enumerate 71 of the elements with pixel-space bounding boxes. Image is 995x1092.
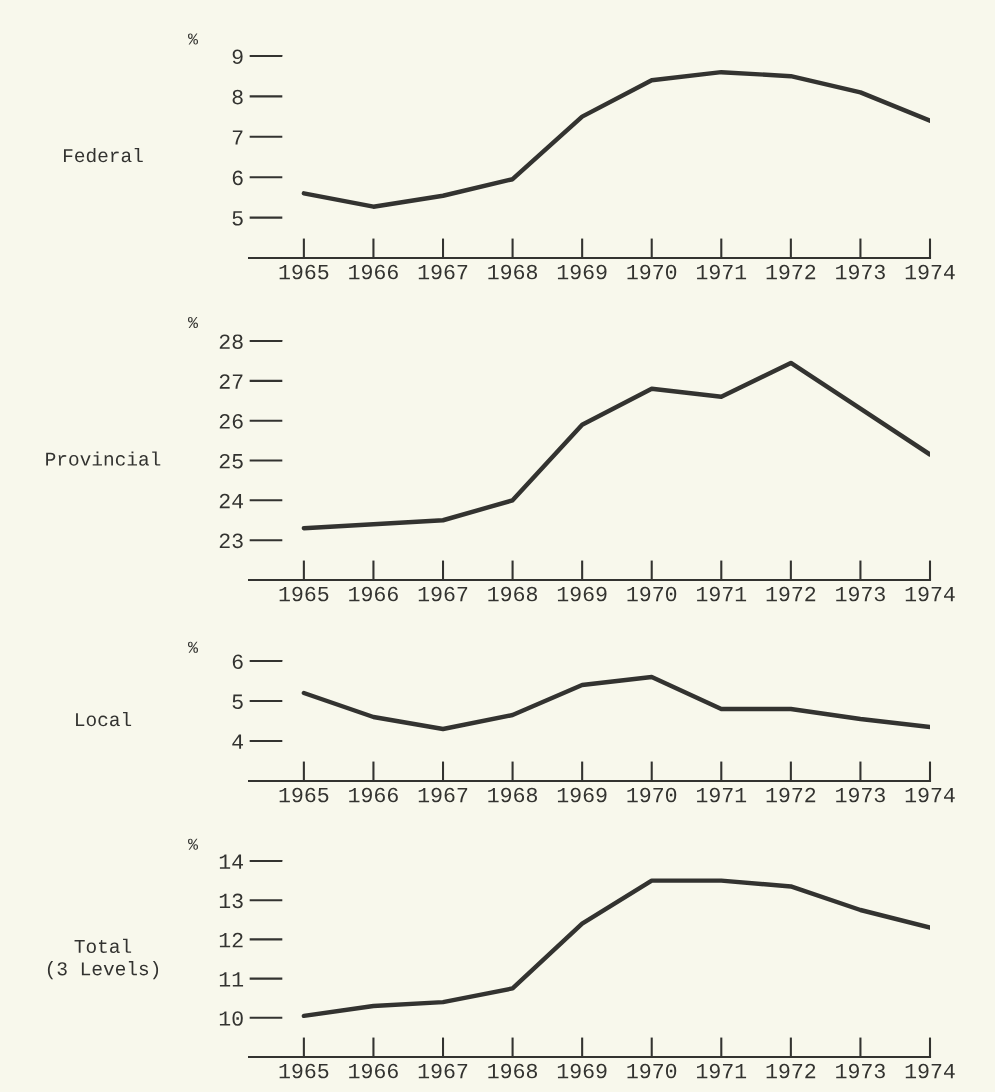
x-tick-label: 1968 <box>488 787 537 803</box>
y-tick-label: 11 <box>219 972 244 987</box>
x-tick-label: 1972 <box>766 586 816 602</box>
line-series <box>301 360 930 531</box>
x-tick-label: 1971 <box>697 586 747 602</box>
x-tick-label: 1967 <box>418 586 468 602</box>
line-series <box>301 674 930 732</box>
x-tick-label: 1968 <box>488 586 537 602</box>
y-axis-title: % <box>188 316 199 329</box>
y-tick-label: 8 <box>232 89 243 105</box>
x-tick-label: 1965 <box>279 264 329 280</box>
x-tick-label: 1972 <box>766 1063 816 1079</box>
x-tick-label: 1973 <box>836 586 885 602</box>
text: Local <box>76 711 132 727</box>
x-tick-label: 1970 <box>627 264 677 280</box>
x-tick-label: 1966 <box>349 586 398 602</box>
x-tick-label: 1971 <box>697 787 747 803</box>
y-tick-label: 24 <box>219 493 244 509</box>
x-tick-label: 1968 <box>488 1063 537 1079</box>
x-tick-label: 1966 <box>349 787 398 803</box>
y-tick-label: 10 <box>219 1011 243 1026</box>
x-tick-label: 1973 <box>836 787 885 803</box>
x-tick-label: 1969 <box>557 586 607 602</box>
x-tick-label: 1965 <box>279 1063 329 1079</box>
line-series <box>301 878 930 1019</box>
x-tick-label: 1966 <box>349 264 398 280</box>
x-tick-label: 1967 <box>418 264 468 280</box>
text: Federal <box>64 147 143 163</box>
y-tick-label: 23 <box>219 533 243 549</box>
x-tick-label: 1965 <box>279 787 329 803</box>
y-axis-title: % <box>188 33 199 45</box>
y-tick-label: 7 <box>232 130 243 145</box>
x-tick-label: 1974 <box>905 586 955 602</box>
x-tick-label: 1967 <box>418 1063 468 1079</box>
x-tick-label: 1970 <box>627 586 677 602</box>
y-tick-label: 12 <box>219 932 243 948</box>
y-tick-label: 25 <box>219 453 243 469</box>
y-tick-label: 9 <box>232 49 243 65</box>
x-tick-label: 1974 <box>905 1063 955 1079</box>
x-tick-label: 1970 <box>627 787 677 803</box>
y-tick-label: 28 <box>219 334 243 350</box>
x-tick-label: 1969 <box>557 1063 607 1079</box>
y-tick-label: 4 <box>232 734 244 749</box>
y-tick-label: 6 <box>232 170 243 186</box>
y-tick-label: 27 <box>219 374 243 389</box>
x-tick-label: 1966 <box>349 1063 398 1079</box>
x-tick-label: 1969 <box>557 264 607 280</box>
x-tick-label: 1972 <box>766 264 816 280</box>
x-tick-label: 1971 <box>697 264 747 280</box>
y-axis-title: % <box>188 641 199 653</box>
x-tick-label: 1974 <box>905 787 955 803</box>
y-tick-label: 6 <box>232 654 243 670</box>
text: Total (3 Levels) <box>47 938 159 980</box>
text: Provincial <box>46 451 161 466</box>
y-tick-label: 14 <box>219 854 244 869</box>
x-tick-label: 1971 <box>697 1063 747 1079</box>
y-tick-label: 5 <box>232 211 243 226</box>
y-tick-label: 5 <box>232 694 243 710</box>
x-tick-label: 1965 <box>279 586 329 602</box>
x-tick-label: 1972 <box>766 787 816 803</box>
x-tick-label: 1967 <box>418 787 468 803</box>
x-tick-label: 1970 <box>627 1063 677 1079</box>
y-tick-label: 26 <box>219 414 243 429</box>
y-tick-label: 13 <box>219 893 243 909</box>
x-tick-label: 1969 <box>557 787 607 803</box>
y-axis-title: % <box>188 838 199 850</box>
x-tick-label: 1968 <box>488 264 537 280</box>
x-tick-label: 1973 <box>836 264 885 280</box>
line-series <box>301 69 930 209</box>
x-tick-label: 1973 <box>836 1063 885 1079</box>
x-tick-label: 1974 <box>905 264 955 280</box>
